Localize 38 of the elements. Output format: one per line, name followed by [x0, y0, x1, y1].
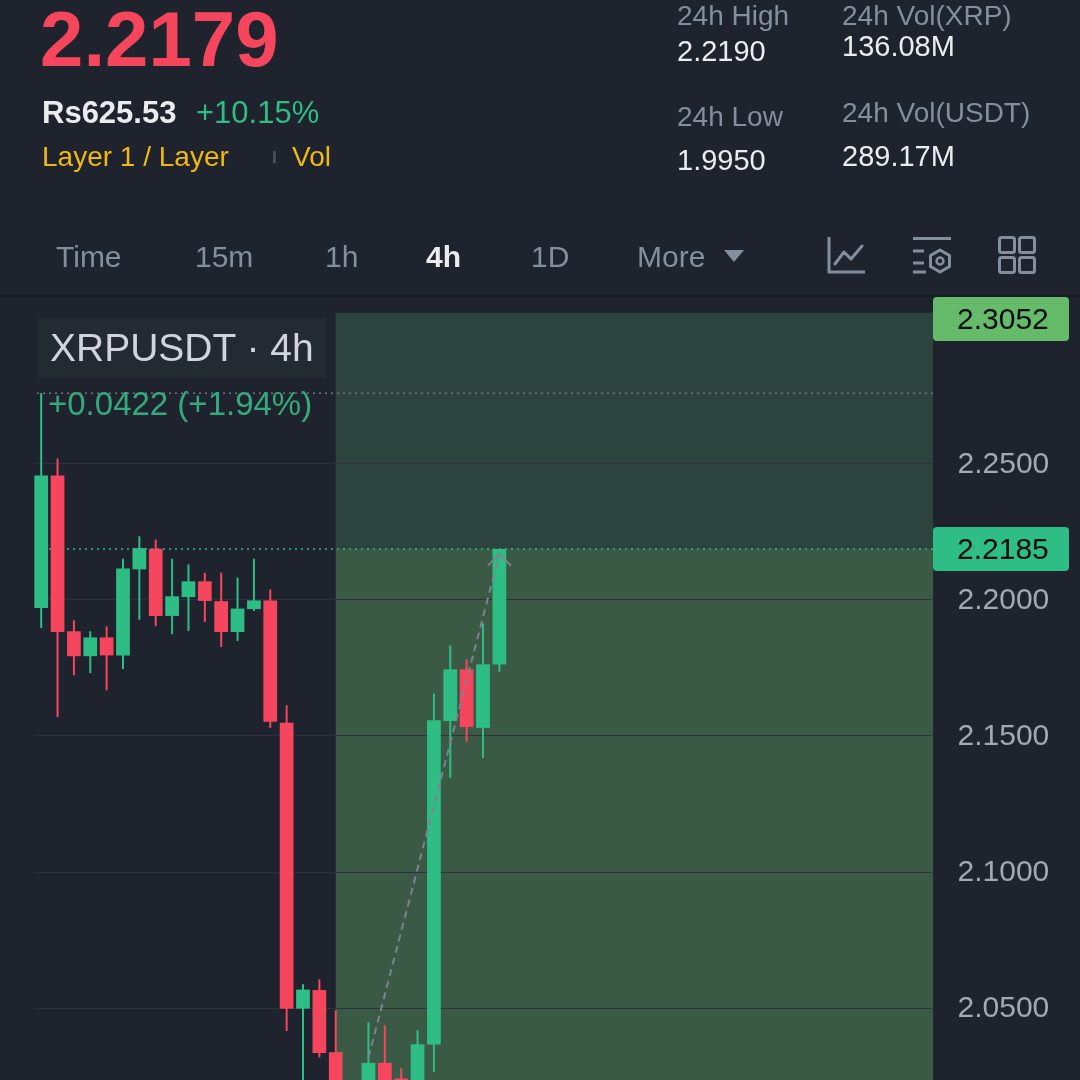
- y-tick-label: 2.2000: [957, 581, 1050, 615]
- line-series: [367, 553, 501, 1059]
- candlestick: [296, 983, 310, 1080]
- text: Layer 1 / Layer: [42, 141, 229, 173]
- candlestick: [377, 1024, 392, 1080]
- text: 24h Low: [677, 101, 783, 133]
- text: 289.17M: [842, 139, 955, 172]
- annotation: +0.0422 (+1.94%): [48, 385, 313, 423]
- text: Rs625.53: [42, 94, 177, 130]
- candlestick: [230, 576, 245, 642]
- text: Time: [56, 240, 122, 274]
- text: Vol: [292, 141, 331, 173]
- text: 1D: [531, 240, 570, 274]
- text: 1.9950: [677, 143, 766, 176]
- text: 2.2179: [40, 0, 279, 83]
- text: 2.2190: [677, 34, 766, 67]
- y-tick-label: 2.1000: [957, 854, 1050, 888]
- ref-line-label: 2.2185: [933, 526, 1069, 571]
- text: 4h: [426, 240, 462, 274]
- text: 24h Vol(XRP): [842, 0, 1012, 32]
- text: XRPUSDT · 4h: [38, 318, 326, 378]
- text: More: [637, 240, 706, 274]
- candlestick: [99, 625, 114, 692]
- candlestick: [197, 571, 212, 623]
- y-tick-label: 2.2500: [957, 445, 1050, 479]
- candlestick: [83, 630, 98, 675]
- text: +10.15%: [196, 94, 320, 130]
- band-label: 2.3052: [933, 297, 1069, 341]
- candlestick: [165, 557, 179, 636]
- text: 1h: [325, 240, 359, 274]
- text: 24h Vol(USDT): [842, 97, 1031, 129]
- candlestick: [361, 1021, 376, 1080]
- text: 24h High: [677, 0, 790, 32]
- y-tick-label: 2.0500: [957, 990, 1050, 1024]
- candlestick: [247, 557, 261, 613]
- text: 15m: [195, 240, 254, 274]
- candlestick: [181, 563, 196, 632]
- y-tick-label: 2.1500: [957, 717, 1050, 751]
